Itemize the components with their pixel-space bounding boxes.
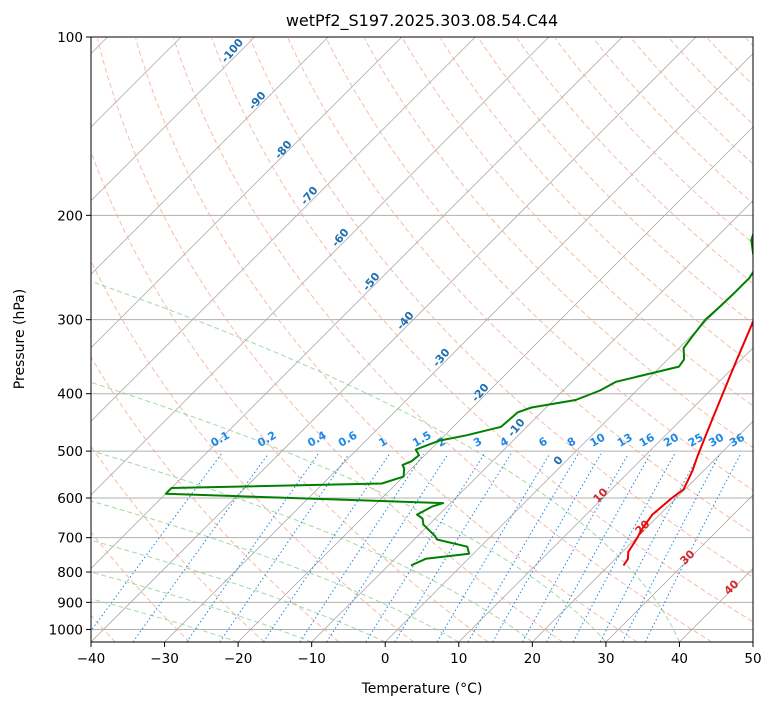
- moist-adiabat-40: [91, 280, 680, 642]
- dry-adiabat-90: [364, 38, 753, 449]
- mixing-ratio-line-25: [599, 453, 700, 642]
- y-tick-label: 1000: [49, 622, 83, 638]
- isotherm--80: [91, 37, 403, 349]
- x-tick-label: 40: [671, 651, 688, 667]
- y-tick-label: 600: [57, 491, 83, 507]
- chart-title: wetPf2_S197.2025.303.08.54.C44: [286, 11, 558, 31]
- dry-adiabat-20: [97, 38, 563, 642]
- x-tick-label: −10: [297, 651, 326, 667]
- moist-adiabat-20: [91, 450, 533, 642]
- x-tick-label: 0: [381, 651, 390, 667]
- dry-adiabat-50: [211, 38, 753, 623]
- mixing-ratio-line-1.5: [299, 453, 424, 642]
- x-axis-label: Temperature (°C): [361, 681, 483, 697]
- y-tick-label: 200: [57, 208, 83, 224]
- y-tick-label: 100: [57, 30, 83, 46]
- profile-series: [164, 231, 753, 567]
- dry-adiabat-150: [592, 38, 753, 205]
- mixing-ratio-line-36: [644, 453, 742, 642]
- isotherm--100: [91, 37, 255, 202]
- x-tick-label: 20: [524, 651, 541, 667]
- x-tick-label: 50: [744, 651, 761, 667]
- y-tick-label: 800: [57, 565, 83, 581]
- isotherm--60: [91, 37, 550, 496]
- isotherm--30: [164, 52, 753, 642]
- y-axis-label: Pressure (hPa): [12, 289, 28, 389]
- mixing-ratio-line-4: [394, 453, 512, 642]
- isotherm-0: [384, 273, 753, 642]
- series-line-1: [164, 231, 753, 567]
- x-tick-label: 10: [450, 651, 467, 667]
- isotherm-10: [458, 347, 753, 642]
- reference-lines: [91, 37, 753, 642]
- x-tick-label: −20: [224, 651, 253, 667]
- mixing-ratio-line-0.2: [132, 453, 269, 642]
- dry-adiabat-60: [249, 38, 753, 578]
- mixing-ratio-line-6: [436, 453, 551, 642]
- x-tick-label: −40: [77, 651, 106, 667]
- x-axis: −40 −30 −20 −10 0 10 20 30 40 50: [77, 642, 762, 667]
- dry-adiabat-0: [91, 259, 414, 642]
- dry-adiabat-110: [440, 38, 753, 366]
- dry-adiabat--10: [91, 356, 340, 642]
- y-axis: 100 200 300 400 500 600 700 800 900 1000: [49, 30, 91, 638]
- dry-adiabat-100: [402, 38, 753, 407]
- y-tick-label: 300: [57, 313, 83, 329]
- mixing-ratio-line-30: [622, 453, 721, 642]
- moist-adiabat-10: [91, 500, 460, 642]
- y-tick-label: 400: [57, 387, 83, 403]
- dry-adiabat-130: [516, 38, 753, 284]
- dry-adiabat-70: [287, 38, 753, 534]
- x-tick-label: 30: [597, 651, 614, 667]
- y-tick-label: 500: [57, 444, 83, 460]
- y-tick-label: 900: [57, 595, 83, 611]
- dry-adiabat-30: [135, 38, 638, 642]
- isotherm-30: [605, 494, 753, 642]
- isotherm--20: [237, 126, 753, 642]
- x-tick-label: −30: [150, 651, 179, 667]
- isotherm-20: [532, 420, 753, 642]
- isotherm--40: [91, 37, 697, 642]
- mixing-ratio-line-0.1: [91, 453, 222, 632]
- isotherm--70: [91, 37, 476, 422]
- mixing-ratio-line-8: [467, 453, 579, 642]
- plot-frame: [90, 36, 754, 643]
- mixing-ratio-line-1: [263, 453, 391, 642]
- mixing-ratio-line-3: [365, 453, 485, 642]
- moist-adiabat-30: [91, 381, 607, 642]
- dry-adiabat-160: [631, 38, 753, 165]
- dry-adiabat-10: [91, 150, 489, 642]
- mixing-ratio-line-10: [492, 453, 602, 642]
- isotherm--90: [91, 37, 329, 275]
- dry-adiabat-40: [173, 38, 713, 642]
- mixing-ratio-line-2: [326, 453, 449, 642]
- series-line-0: [622, 319, 753, 567]
- dry-adiabat-120: [478, 38, 753, 325]
- dry-adiabat-80: [325, 38, 753, 491]
- isotherm--50: [91, 37, 623, 570]
- y-tick-label: 700: [57, 531, 83, 547]
